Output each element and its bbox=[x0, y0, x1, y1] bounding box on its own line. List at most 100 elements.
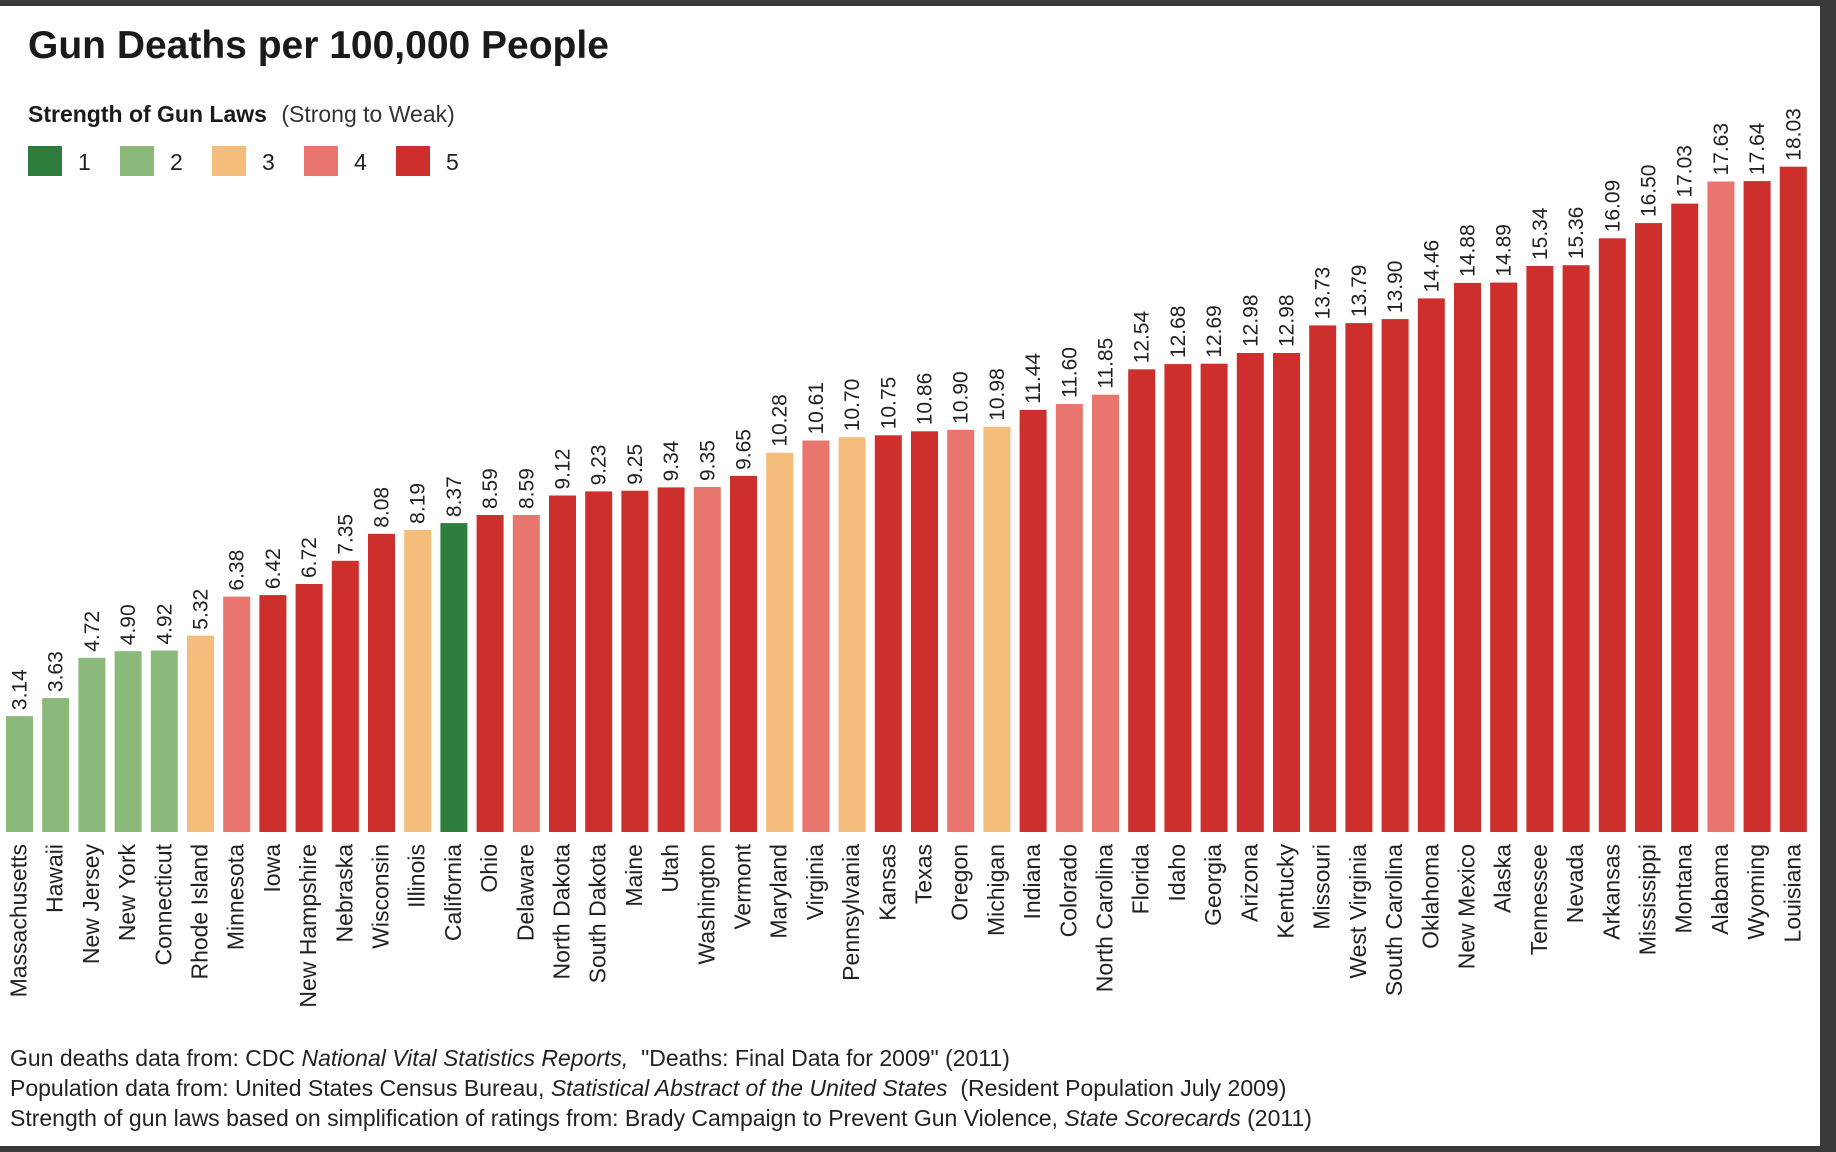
value-label-virginia: 10.61 bbox=[805, 382, 828, 435]
category-label-new-mexico: New Mexico bbox=[1454, 844, 1480, 969]
value-label-alaska: 14.89 bbox=[1493, 224, 1516, 277]
category-label-georgia: Georgia bbox=[1200, 844, 1226, 926]
legend-swatch-3 bbox=[212, 146, 246, 176]
source-line-2-part-2: Statistical Abstract of the United State… bbox=[551, 1075, 948, 1101]
chart-panel: Gun Deaths per 100,000 People Strength o… bbox=[0, 6, 1820, 1146]
category-label-florida: Florida bbox=[1128, 844, 1154, 915]
legend-label-3: 3 bbox=[262, 149, 275, 175]
bar-california bbox=[440, 523, 468, 832]
bar-michigan bbox=[983, 426, 1011, 832]
value-label-kansas: 10.75 bbox=[877, 377, 900, 430]
bar-new-mexico bbox=[1454, 282, 1481, 832]
category-label-maryland: Maryland bbox=[766, 844, 792, 939]
category-label-missouri: Missouri bbox=[1309, 844, 1335, 930]
source-line-2-part-1: Population data from: United States Cens… bbox=[10, 1075, 551, 1101]
bar-missouri bbox=[1309, 325, 1337, 832]
source-line-1-part-3: "Deaths: Final Data for 2009" (2011) bbox=[628, 1045, 1010, 1071]
value-label-wisconsin: 8.08 bbox=[371, 487, 394, 528]
bar-montana bbox=[1671, 203, 1699, 833]
value-label-vermont: 9.65 bbox=[733, 429, 756, 470]
value-label-pennsylvania: 10.70 bbox=[841, 379, 864, 432]
category-label-kentucky: Kentucky bbox=[1273, 844, 1299, 939]
bar-south-dakota bbox=[585, 491, 613, 832]
value-label-iowa: 6.42 bbox=[262, 548, 285, 589]
value-label-new-york: 4.90 bbox=[117, 604, 140, 645]
category-label-california: California bbox=[440, 844, 466, 941]
value-label-missouri: 13.73 bbox=[1312, 267, 1335, 320]
bar-texas bbox=[911, 431, 938, 832]
bar-north-dakota bbox=[549, 495, 576, 832]
value-label-oklahoma: 14.46 bbox=[1420, 240, 1443, 293]
category-label-alabama: Alabama bbox=[1707, 844, 1733, 935]
category-label-wyoming: Wyoming bbox=[1743, 844, 1769, 940]
category-label-arkansas: Arkansas bbox=[1598, 844, 1624, 940]
category-label-virginia: Virginia bbox=[802, 844, 828, 920]
category-label-north-dakota: North Dakota bbox=[549, 844, 575, 980]
bar-hawaii bbox=[42, 698, 70, 832]
source-line-2: Population data from: United States Cens… bbox=[10, 1075, 1286, 1101]
category-label-south-dakota: South Dakota bbox=[585, 844, 611, 984]
source-line-1-part-2: National Vital Statistics Reports, bbox=[301, 1045, 628, 1071]
value-label-new-hampshire: 6.72 bbox=[298, 537, 321, 578]
bar-georgia bbox=[1200, 363, 1228, 832]
category-label-west-virginia: West Virginia bbox=[1345, 844, 1371, 979]
bar-colorado bbox=[1055, 404, 1083, 832]
value-label-idaho: 12.68 bbox=[1167, 306, 1190, 359]
category-label-utah: Utah bbox=[657, 844, 683, 893]
bar-arkansas bbox=[1598, 238, 1626, 833]
value-label-ohio: 8.59 bbox=[479, 468, 502, 509]
category-label-south-carolina: South Carolina bbox=[1381, 844, 1407, 996]
legend-swatch-2 bbox=[120, 146, 154, 176]
category-label-idaho: Idaho bbox=[1164, 844, 1190, 902]
value-label-colorado: 11.60 bbox=[1058, 347, 1081, 398]
bar-idaho bbox=[1164, 364, 1192, 832]
category-label-rhode-island: Rhode Island bbox=[187, 844, 213, 980]
bar-wyoming bbox=[1743, 181, 1771, 833]
bar-new-jersey bbox=[78, 657, 106, 832]
legend-title: Strength of Gun Laws (Strong to Weak) bbox=[28, 101, 455, 127]
value-label-california: 8.37 bbox=[443, 476, 466, 517]
value-label-louisiana: 18.03 bbox=[1782, 108, 1805, 161]
bar-massachusetts bbox=[6, 716, 33, 832]
category-label-indiana: Indiana bbox=[1019, 844, 1045, 920]
value-label-south-carolina: 13.90 bbox=[1384, 261, 1407, 314]
value-label-delaware: 8.59 bbox=[515, 468, 538, 509]
category-label-vermont: Vermont bbox=[730, 843, 756, 929]
bar-alaska bbox=[1490, 282, 1518, 833]
bar-kansas bbox=[874, 435, 902, 832]
value-label-montana: 17.03 bbox=[1674, 145, 1697, 198]
bar-tennessee bbox=[1526, 266, 1554, 832]
legend-label-1: 1 bbox=[78, 149, 91, 175]
value-label-new-jersey: 4.72 bbox=[81, 611, 104, 652]
category-label-louisiana: Louisiana bbox=[1779, 844, 1805, 943]
bar-kentucky bbox=[1273, 353, 1300, 832]
bar-west-virginia bbox=[1345, 323, 1373, 832]
category-label-oklahoma: Oklahoma bbox=[1417, 844, 1443, 949]
category-label-kansas: Kansas bbox=[874, 844, 900, 921]
value-label-tennessee: 15.34 bbox=[1529, 207, 1552, 260]
value-label-alabama: 17.63 bbox=[1710, 123, 1733, 176]
category-label-minnesota: Minnesota bbox=[223, 844, 249, 950]
bar-alabama bbox=[1707, 181, 1735, 832]
bar-utah bbox=[657, 487, 685, 832]
category-label-nevada: Nevada bbox=[1562, 844, 1588, 923]
value-label-minnesota: 6.38 bbox=[226, 550, 249, 591]
category-label-iowa: Iowa bbox=[259, 844, 285, 893]
source-line-3: Strength of gun laws based on simplifica… bbox=[10, 1105, 1312, 1131]
value-label-north-dakota: 9.12 bbox=[552, 449, 575, 490]
bar-new-york bbox=[114, 651, 142, 832]
value-label-maine: 9.25 bbox=[624, 444, 647, 485]
bar-delaware bbox=[512, 515, 540, 832]
bar-ohio bbox=[476, 515, 504, 832]
category-label-ohio: Ohio bbox=[476, 844, 502, 893]
bar-vermont bbox=[730, 475, 757, 832]
bar-mississippi bbox=[1635, 223, 1662, 833]
bar-pennsylvania bbox=[838, 437, 866, 832]
value-label-arkansas: 16.09 bbox=[1601, 180, 1624, 233]
category-label-washington: Washington bbox=[693, 844, 719, 965]
bar-arizona bbox=[1236, 353, 1264, 832]
bar-north-carolina bbox=[1092, 394, 1119, 832]
category-label-connecticut: Connecticut bbox=[150, 843, 176, 965]
value-label-massachusetts: 3.14 bbox=[9, 669, 32, 710]
